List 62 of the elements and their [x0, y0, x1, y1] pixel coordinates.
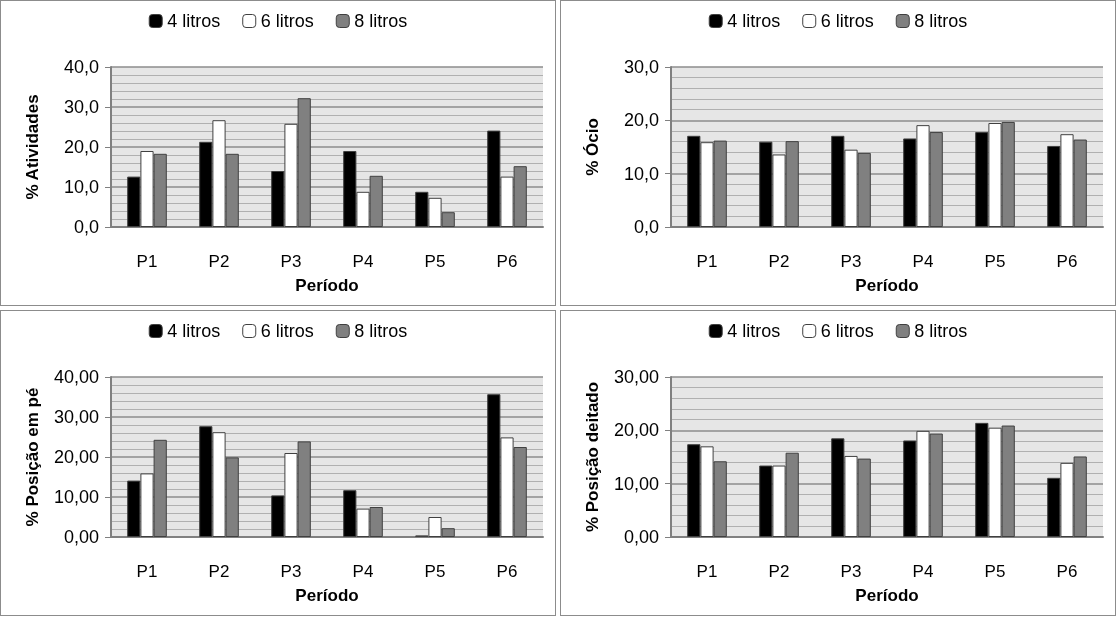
y-tick-label: 10,0 — [623, 163, 659, 184]
x-tick-label: P4 — [352, 562, 374, 581]
y-tick-label: 40,00 — [53, 367, 99, 387]
legend-label: 6 litros — [820, 11, 874, 31]
y-tick-label: 20,0 — [623, 110, 659, 131]
x-tick-label: P5 — [984, 252, 1006, 271]
y-tick-label: 0,0 — [633, 217, 659, 237]
x-tick-label: P3 — [280, 562, 302, 581]
y-tick-label: 30,00 — [53, 407, 99, 427]
y-tick-label: 20,00 — [53, 447, 99, 467]
legend-label: 8 litros — [914, 11, 968, 31]
x-tick-label: P3 — [280, 252, 302, 271]
x-tick-label: P6 — [496, 252, 518, 271]
x-tick-label: P4 — [912, 252, 934, 271]
x-tick-label: P4 — [912, 562, 934, 581]
legend-label: 4 litros — [727, 321, 781, 341]
legend-label: 8 litros — [914, 321, 968, 341]
legend-label: 4 litros — [167, 321, 221, 341]
y-tick-label: 30,00 — [613, 367, 659, 387]
x-axis-title: Período — [295, 276, 359, 295]
x-tick-label: P1 — [136, 252, 158, 271]
x-axis-title: Período — [855, 276, 919, 295]
y-axis-title: % Atividades — [23, 94, 42, 200]
legend-label: 8 litros — [354, 11, 408, 31]
x-tick-label: P6 — [1056, 562, 1078, 581]
y-tick-label: 30,0 — [63, 97, 99, 117]
x-tick-label: P2 — [768, 252, 790, 271]
legend-label: 6 litros — [260, 11, 314, 31]
x-tick-label: P5 — [424, 252, 446, 271]
x-tick-label: P3 — [840, 252, 862, 271]
y-tick-label: 0,0 — [73, 217, 99, 237]
x-tick-label: P1 — [696, 252, 718, 271]
y-axis-title: % Posição deitado — [583, 381, 602, 533]
y-tick-label: 10,0 — [63, 177, 99, 197]
x-axis-title: Período — [295, 586, 359, 605]
x-tick-label: P6 — [1056, 252, 1078, 271]
y-tick-label: 30,0 — [623, 57, 659, 77]
x-axis-title: Período — [855, 586, 919, 605]
x-tick-label: P6 — [496, 562, 518, 581]
x-tick-label: P2 — [208, 252, 230, 271]
legend-label: 6 litros — [260, 321, 314, 341]
legend-label: 4 litros — [727, 11, 781, 31]
x-tick-label: P1 — [696, 562, 718, 581]
legend-label: 6 litros — [820, 321, 874, 341]
y-tick-label: 10,00 — [53, 487, 99, 507]
y-axis-title: % Posição em pé — [23, 387, 42, 527]
legend-label: 4 litros — [167, 11, 221, 31]
x-tick-label: P2 — [768, 562, 790, 581]
x-tick-label: P5 — [984, 562, 1006, 581]
y-tick-label: 40,0 — [63, 57, 99, 77]
x-tick-label: P5 — [424, 562, 446, 581]
y-tick-label: 20,0 — [63, 137, 99, 157]
y-tick-label: 0,00 — [63, 527, 99, 547]
x-tick-label: P3 — [840, 562, 862, 581]
legend-label: 8 litros — [354, 321, 408, 341]
y-tick-label: 0,00 — [623, 527, 659, 547]
x-tick-label: P1 — [136, 562, 158, 581]
x-tick-label: P2 — [208, 562, 230, 581]
y-axis-title: % Ócio — [583, 118, 602, 176]
y-tick-label: 20,00 — [613, 420, 659, 441]
x-tick-label: P4 — [352, 252, 374, 271]
y-tick-label: 10,00 — [613, 473, 659, 494]
